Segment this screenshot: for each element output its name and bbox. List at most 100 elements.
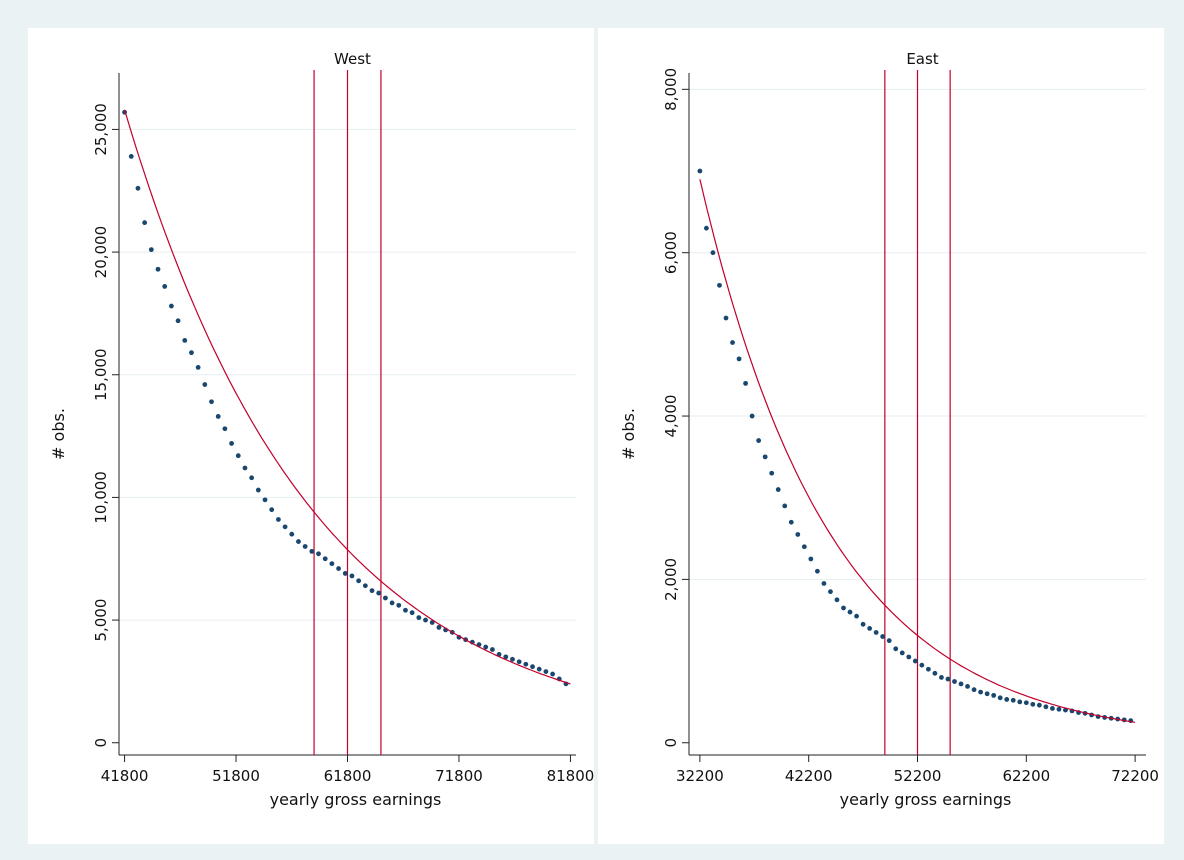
west-data-point [309,548,315,554]
west-data-point [409,610,415,616]
east-data-point [828,589,833,595]
west-data-point [543,669,549,674]
east-data-point [899,650,905,656]
west-data-point [329,561,335,567]
east-data-point [906,654,912,660]
west-data-point [322,556,328,562]
east-chart-title: East [906,50,938,68]
east-data-point [958,681,964,687]
east-data-point [873,630,879,635]
west-fitted-curve [124,109,571,685]
west-data-point [483,644,489,650]
west-data-point [356,578,362,584]
west-data-point [362,583,368,589]
east-x-tick-label-2: 52200 [894,767,942,785]
east-y-tick-label-3: 6,000 [662,231,680,274]
east-data-point [769,470,775,476]
west-y-tick-label-1: 5,000 [92,599,110,642]
west-x-tick-label-0: 41800 [101,767,149,785]
east-data-point [1050,706,1055,711]
east-x-tick-label-1: 42200 [785,767,833,785]
west-data-point [128,154,134,159]
west-data-point [289,531,295,537]
west-y-axis-label: # obs. [49,408,68,460]
west-data-point [229,441,234,446]
east-data-point [834,597,840,603]
west-data-point [282,524,288,530]
east-data-point [717,282,722,288]
west-data-point [490,647,495,652]
east-data-point [912,658,918,664]
west-data-point [222,426,228,432]
east-data-point [860,621,866,627]
west-data-point [516,659,522,665]
east-x-tick-label-4: 72200 [1111,767,1159,785]
east-data-point [893,646,899,652]
west-data-point [135,185,141,191]
west-data-point [249,475,255,481]
east-data-point [1036,702,1042,708]
west-data-point [396,602,402,608]
east-data-point [925,666,931,672]
east-data-point [723,315,729,321]
west-x-tick-label-2: 61800 [324,767,372,785]
east-data-point [795,532,801,537]
west-data-point [550,671,555,677]
west-data-point [242,465,248,471]
east-data-point [749,413,755,419]
east-data-point [704,225,709,231]
east-y-tick-label-4: 8,000 [662,68,680,111]
east-y-axis-label: # obs. [619,408,638,460]
west-data-point [195,364,201,370]
west-data-point [503,654,509,660]
west-data-point [536,666,542,672]
east-data-point [710,250,716,256]
west-data-point [175,318,181,324]
west-data-point [168,303,174,309]
west-data-point [269,507,275,513]
east-data-point [854,613,859,619]
east-data-point [991,692,997,698]
west-data-point [235,453,241,459]
east-data-point [841,605,846,611]
east-x-axis-label: yearly gross earnings [840,790,1012,809]
west-data-point [369,588,375,594]
east-data-point [1043,704,1049,710]
east-data-point [801,544,807,550]
east-data-point [775,487,781,492]
west-data-point [349,573,355,579]
west-data-point [429,620,435,625]
west-data-point [155,266,161,272]
east-data-point [788,519,794,525]
west-data-point [275,517,281,522]
east-data-point [867,626,873,631]
east-data-point [847,609,853,615]
west-data-point [530,664,535,670]
west-data-point [403,607,408,613]
east-data-point [821,581,827,586]
east-data-point [730,340,735,345]
west-data-point [342,571,348,576]
east-data-point [939,675,944,680]
east-x-tick-label-3: 62200 [1002,767,1050,785]
west-data-point [189,350,194,356]
west-data-point [255,487,261,493]
east-data-point [965,683,970,689]
west-x-axis-label: yearly gross earnings [270,790,442,809]
west-data-point [523,661,529,667]
west-data-point [389,600,395,606]
west-data-point [202,382,208,387]
west-data-point [262,497,268,503]
west-data-point [382,595,388,601]
west-data-point [416,615,422,621]
west-panel: West 0 5,000 10,000 15,000 20,000 25,000 # obs.… [28,28,594,844]
west-y-tick-label-2: 10,000 [92,471,110,523]
east-data-point [1017,699,1023,705]
east-data-point [736,356,742,362]
east-data-point [997,695,1003,701]
west-data-point [148,247,154,253]
east-y-tick-label-0: 0 [662,738,680,748]
east-fitted-curve [699,179,1136,723]
west-y-tick-label-4: 20,000 [92,226,110,279]
west-x-tick-label-4: 81800 [547,767,594,785]
